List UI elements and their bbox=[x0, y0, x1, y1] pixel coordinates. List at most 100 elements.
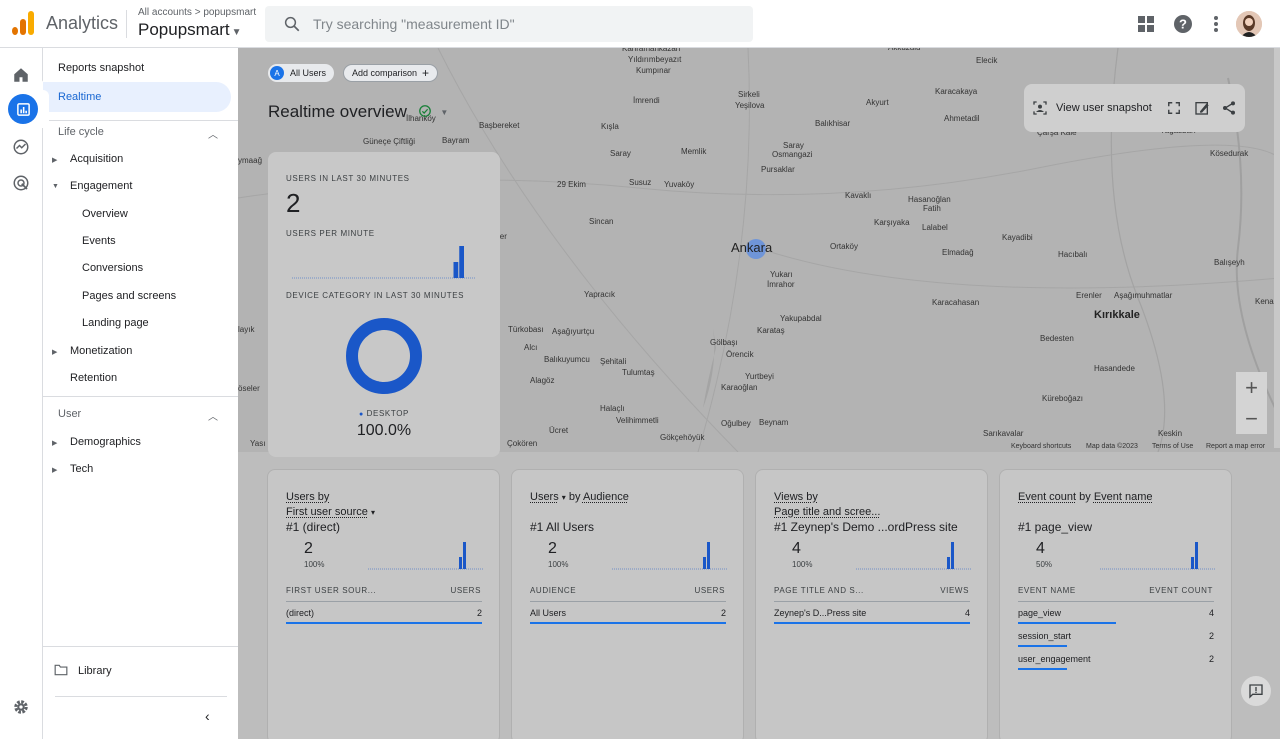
sparkline-bar[interactable] bbox=[703, 557, 706, 569]
account-selector[interactable]: Popupsmart ▼ bbox=[138, 20, 242, 40]
metric-selector[interactable]: Users bbox=[530, 491, 559, 503]
card-sparkline[interactable] bbox=[1100, 540, 1215, 570]
users-per-minute-chart[interactable] bbox=[292, 240, 476, 280]
map-data-credit: Map data ©2023 bbox=[1086, 443, 1138, 450]
nav-library[interactable]: Library bbox=[78, 665, 112, 677]
map-place-label: Örencik bbox=[726, 350, 754, 359]
sparkline-bar[interactable] bbox=[951, 542, 954, 569]
search-box[interactable] bbox=[265, 6, 753, 42]
breadcrumb[interactable]: All accounts > popupsmart bbox=[138, 7, 256, 18]
map-place-label: Aşağımuhmatlar bbox=[1114, 291, 1172, 300]
nav-tech[interactable]: Tech bbox=[70, 463, 93, 475]
nav-section-life-cycle[interactable]: Life cycle bbox=[58, 126, 104, 138]
caret-down-icon[interactable]: ▼ bbox=[52, 183, 59, 190]
card-sparkline[interactable] bbox=[612, 540, 727, 570]
metric-selector[interactable]: Event count bbox=[1018, 491, 1076, 503]
per-minute-bar[interactable] bbox=[454, 262, 459, 278]
nav-acquisition[interactable]: Acquisition bbox=[70, 153, 123, 165]
chevron-down-icon[interactable]: ▾ bbox=[371, 508, 375, 517]
user-snapshot-icon[interactable] bbox=[1032, 100, 1048, 116]
metric-selector[interactable]: Users by bbox=[286, 491, 329, 503]
table-row[interactable]: page_view 4 bbox=[1018, 608, 1214, 618]
nav-engagement[interactable]: Engagement bbox=[70, 180, 132, 192]
nav-pages-and-screens[interactable]: Pages and screens bbox=[82, 290, 176, 302]
nav-retention[interactable]: Retention bbox=[70, 372, 117, 384]
nav-section-user[interactable]: User bbox=[58, 408, 81, 420]
terms-of-use-link[interactable]: Terms of Use bbox=[1152, 443, 1193, 450]
admin-button[interactable] bbox=[8, 694, 34, 720]
row-value: 4 bbox=[965, 608, 970, 618]
metric-selector[interactable]: Views by bbox=[774, 491, 818, 503]
chevron-up-icon[interactable]: ︿ bbox=[208, 126, 218, 141]
folder-icon bbox=[54, 664, 68, 676]
view-user-snapshot-button[interactable]: View user snapshot bbox=[1056, 102, 1152, 114]
table-row[interactable]: (direct) 2 bbox=[286, 608, 482, 618]
caret-right-icon[interactable]: ▶ bbox=[52, 439, 57, 447]
sparkline-bar[interactable] bbox=[1195, 542, 1198, 569]
sparkline-bar[interactable] bbox=[1191, 557, 1194, 569]
avatar[interactable] bbox=[1236, 11, 1262, 37]
customize-report-icon[interactable] bbox=[1194, 100, 1210, 116]
home-button[interactable] bbox=[8, 62, 34, 88]
apps-grid-icon[interactable] bbox=[1134, 12, 1158, 36]
dimension-selector[interactable]: Audience bbox=[583, 491, 629, 503]
nav-realtime[interactable]: Realtime bbox=[58, 91, 101, 103]
dimension-selector[interactable]: First user source bbox=[286, 506, 368, 518]
caret-right-icon[interactable]: ▶ bbox=[52, 348, 57, 356]
map-toolbar: View user snapshot bbox=[1024, 84, 1245, 132]
table-row[interactable]: session_start 2 bbox=[1018, 631, 1214, 641]
dimension-selector[interactable]: Event name bbox=[1094, 491, 1153, 503]
explore-button[interactable] bbox=[8, 134, 34, 160]
collapse-nav-chevron-icon[interactable]: ‹ bbox=[205, 708, 210, 724]
realtime-card: Event count by Event name #1 page_view 4 50… bbox=[999, 469, 1232, 739]
map-place-label: Gökçehöyük bbox=[660, 433, 704, 442]
nav-reports-snapshot[interactable]: Reports snapshot bbox=[58, 62, 144, 74]
page-scrollbar[interactable] bbox=[1274, 48, 1280, 448]
users-30-label: USERS IN LAST 30 MINUTES bbox=[286, 174, 410, 183]
nav-monetization[interactable]: Monetization bbox=[70, 345, 132, 357]
map-place-label: Memlik bbox=[681, 147, 706, 156]
donut-desktop-slice[interactable] bbox=[352, 324, 416, 388]
sparkline-bar[interactable] bbox=[947, 557, 950, 569]
table-row[interactable]: Zeynep's D...Press site 4 bbox=[774, 608, 970, 618]
nav-conversions[interactable]: Conversions bbox=[82, 262, 143, 274]
caret-right-icon[interactable]: ▶ bbox=[52, 156, 57, 164]
table-row[interactable]: All Users 2 bbox=[530, 608, 726, 618]
search-input[interactable] bbox=[313, 14, 733, 34]
realtime-nav-highlight[interactable]: Realtime bbox=[41, 79, 237, 115]
nav-landing-page[interactable]: Landing page bbox=[82, 317, 149, 329]
map-place-label: Bedesten bbox=[1040, 334, 1074, 343]
per-minute-bar[interactable] bbox=[459, 246, 464, 278]
device-name: DESKTOP bbox=[367, 409, 409, 418]
reports-active-button[interactable] bbox=[8, 94, 38, 124]
advertising-button[interactable] bbox=[8, 170, 34, 196]
more-vert-icon[interactable] bbox=[1204, 12, 1228, 36]
zoom-out-button[interactable]: − bbox=[1236, 403, 1267, 434]
dimension-selector[interactable]: Page title and scree... bbox=[774, 506, 880, 518]
card-title: Views by Page title and scree... bbox=[774, 490, 880, 520]
nav-overview[interactable]: Overview bbox=[82, 208, 128, 220]
card-sparkline[interactable] bbox=[856, 540, 971, 570]
caret-right-icon[interactable]: ▶ bbox=[52, 466, 57, 474]
row-share-bar bbox=[1018, 622, 1116, 624]
nav-demographics[interactable]: Demographics bbox=[70, 436, 141, 448]
title-dropdown-icon[interactable]: ▼ bbox=[440, 108, 448, 117]
fullscreen-icon[interactable] bbox=[1167, 101, 1181, 115]
table-row[interactable]: user_engagement 2 bbox=[1018, 654, 1214, 664]
analytics-logo[interactable] bbox=[12, 11, 34, 35]
sparkline-bar[interactable] bbox=[459, 557, 462, 569]
card-sparkline[interactable] bbox=[368, 540, 483, 570]
chevron-up-icon[interactable]: ︿ bbox=[208, 408, 218, 423]
all-users-chip[interactable]: A All Users bbox=[268, 64, 334, 82]
keyboard-shortcuts-link[interactable]: Keyboard shortcuts bbox=[1011, 443, 1071, 450]
add-comparison-button[interactable]: Add comparison + bbox=[343, 64, 438, 82]
share-icon[interactable] bbox=[1221, 100, 1237, 116]
help-icon[interactable]: ? bbox=[1171, 12, 1195, 36]
sparkline-bar[interactable] bbox=[707, 542, 710, 569]
nav-events[interactable]: Events bbox=[82, 235, 116, 247]
report-map-error-link[interactable]: Report a map error bbox=[1206, 443, 1265, 450]
feedback-button[interactable] bbox=[1241, 676, 1271, 706]
sparkline-bar[interactable] bbox=[463, 542, 466, 569]
zoom-in-button[interactable]: + bbox=[1236, 372, 1267, 403]
device-donut-chart[interactable] bbox=[344, 316, 424, 396]
